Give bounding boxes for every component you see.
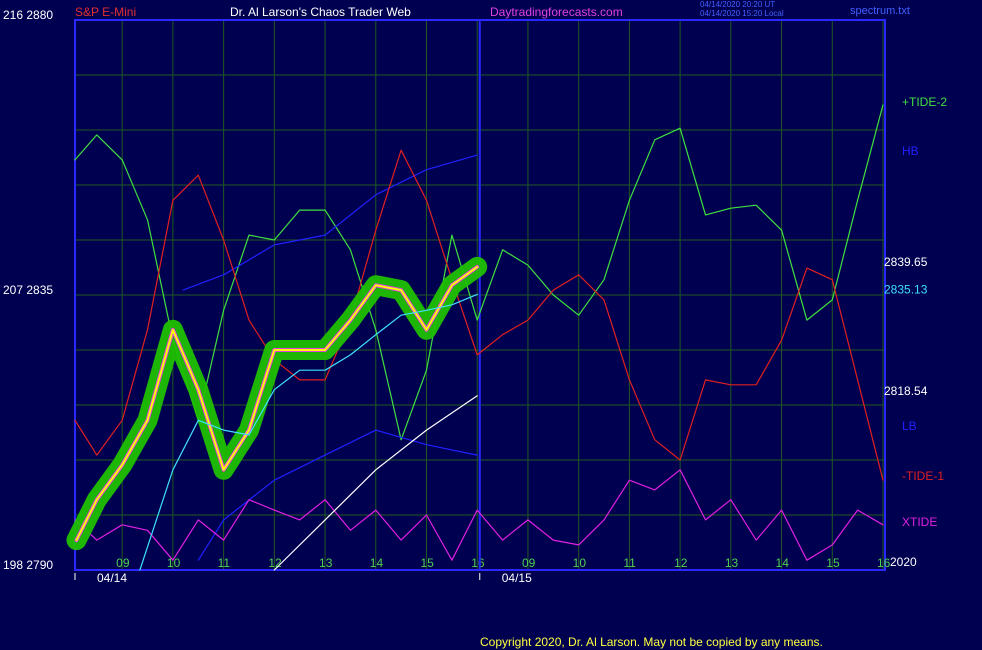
timestamp: 04/14/2020 20:20 UT	[700, 0, 775, 9]
series-line	[74, 104, 884, 441]
file-name: spectrum.txt	[850, 5, 910, 17]
x-tick-label: 09	[116, 556, 130, 570]
x-tick-label: 11	[218, 556, 231, 570]
series-line	[273, 395, 478, 571]
x-tick-label: 11	[623, 556, 636, 570]
end-value-label: 2818.54	[884, 384, 928, 398]
timestamp: 04/14/2020 15:20 Local	[700, 9, 784, 18]
series-line	[75, 265, 479, 542]
x-tick-label: 13	[725, 556, 739, 570]
chart-title: Dr. Al Larson's Chaos Trader Web	[230, 5, 411, 19]
end-value-label: 2839.65	[884, 255, 928, 269]
series-line	[197, 429, 478, 561]
legend-label: -TIDE-1	[902, 469, 944, 483]
x-tick-label: 15	[421, 556, 435, 570]
x-tick-label: 15	[826, 556, 840, 570]
year-label: 2020	[890, 555, 917, 569]
legend-label: +TIDE-2	[902, 95, 947, 109]
y-tick-label: 216 2880	[3, 8, 53, 22]
y-tick-label: 198 2790	[3, 558, 53, 572]
y-tick-label: 207 2835	[3, 283, 53, 297]
instrument: S&P E-Mini	[75, 5, 136, 19]
legend-label: XTIDE	[902, 515, 937, 529]
date-label: 04/14	[97, 571, 127, 585]
series-line	[74, 469, 884, 561]
end-value-label: 2835.13	[884, 282, 928, 296]
copyright: Copyright 2020, Dr. Al Larson. May not b…	[480, 635, 823, 649]
legend-label: HB	[902, 144, 919, 158]
x-tick-label: 16	[877, 556, 891, 570]
x-tick-label: 12	[268, 556, 282, 570]
x-tick-label: 12	[674, 556, 688, 570]
x-tick-label: 10	[167, 556, 181, 570]
x-tick-label: 09	[522, 556, 536, 570]
series-line	[182, 154, 478, 291]
x-tick-label: 14	[776, 556, 790, 570]
website: Daytradingforecasts.com	[490, 5, 623, 19]
series-line	[139, 293, 478, 571]
series-line	[74, 149, 884, 481]
x-tick-label: 10	[573, 556, 587, 570]
x-tick-label: 13	[319, 556, 333, 570]
date-label: 04/15	[502, 571, 532, 585]
x-tick-label: 16	[471, 556, 485, 570]
x-tick-label: 14	[370, 556, 384, 570]
legend-label: LB	[902, 419, 917, 433]
